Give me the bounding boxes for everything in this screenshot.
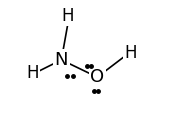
Text: H: H: [26, 64, 38, 82]
Text: H: H: [62, 7, 74, 25]
Text: H: H: [124, 44, 137, 62]
Text: O: O: [90, 68, 104, 86]
Text: N: N: [55, 51, 68, 69]
